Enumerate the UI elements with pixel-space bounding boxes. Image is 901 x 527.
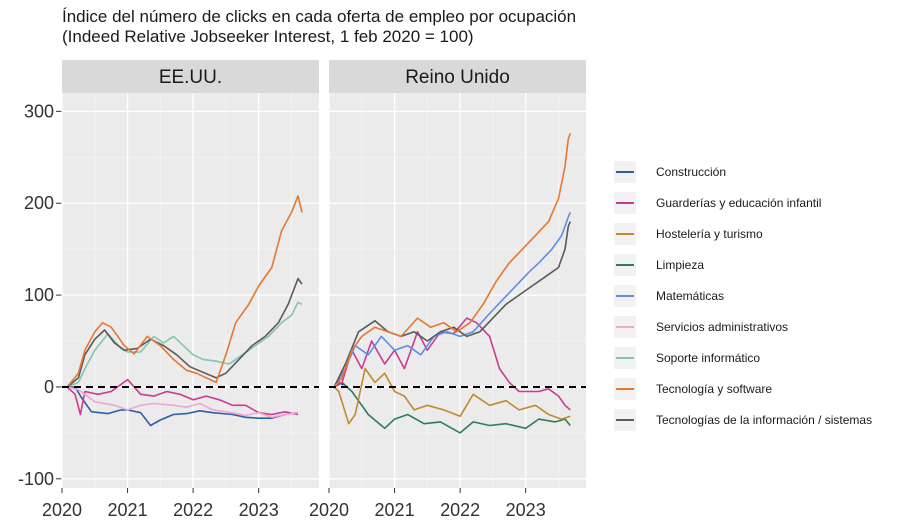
x-tick-label: 2022 — [440, 500, 480, 520]
facet-panel: EE.UU. 2020 2021 2022 2023 — [42, 60, 319, 520]
x-tick-label: 2021 — [108, 500, 148, 520]
legend: Construcción Guarderías y educación infan… — [614, 161, 872, 431]
series-line — [66, 301, 303, 388]
x-tick-label: 2020 — [309, 500, 349, 520]
y-tick-label: 0 — [44, 377, 54, 397]
facet-strip — [62, 60, 319, 93]
legend-item: Limpieza — [614, 254, 704, 276]
legend-item: Tecnologías de la información / sistemas — [614, 409, 872, 431]
facets: EE.UU. 2020 2021 2022 2023 Reino Unido 2020 202… — [42, 60, 586, 520]
x-tick-label: 2022 — [173, 500, 213, 520]
x-tick-label: 2020 — [42, 500, 82, 520]
legend-item: Guarderías y educación infantil — [614, 192, 821, 214]
legend-item: Servicios administrativos — [614, 316, 788, 338]
legend-label: Construcción — [656, 165, 726, 179]
legend-item: Hostelería y turismo — [614, 223, 763, 245]
series-line — [333, 212, 572, 388]
facet-strip — [329, 60, 586, 93]
series-line — [66, 195, 303, 388]
legend-label: Guarderías y educación infantil — [656, 196, 821, 210]
legend-label: Tecnología y software — [656, 382, 772, 396]
series-line — [333, 381, 571, 434]
chart-subtitle: (Indeed Relative Jobseeker Interest, 1 f… — [62, 27, 474, 46]
legend-label: Tecnologías de la información / sistemas — [656, 413, 872, 427]
legend-label: Limpieza — [656, 258, 704, 272]
x-tick-label: 2021 — [375, 500, 415, 520]
y-tick-label: 100 — [24, 285, 54, 305]
series-line — [333, 221, 572, 388]
legend-item: Construcción — [614, 161, 726, 183]
y-tick-label: -100 — [18, 469, 54, 489]
legend-item: Matemáticas — [614, 285, 724, 307]
panel-background — [62, 93, 319, 488]
series-line — [66, 277, 303, 388]
y-axis: -100 0 100 200 300 — [18, 101, 62, 489]
series-line — [333, 317, 571, 411]
legend-label: Servicios administrativos — [656, 320, 788, 334]
series-line — [66, 378, 299, 416]
series-line — [333, 133, 572, 388]
facet-strip-label: EE.UU. — [159, 67, 222, 88]
legend-label: Soporte informático — [656, 351, 760, 365]
chart-title: Índice del número de clicks en cada ofer… — [62, 7, 576, 47]
x-tick-label: 2023 — [506, 500, 546, 520]
series-line — [67, 386, 299, 427]
legend-item: Tecnología y software — [614, 378, 772, 400]
facet-strip-label: Reino Unido — [405, 67, 510, 88]
y-tick-label: 300 — [24, 101, 54, 121]
legend-label: Hostelería y turismo — [656, 227, 763, 241]
y-tick-label: 200 — [24, 193, 54, 213]
series-line — [67, 386, 299, 419]
facet-panel: Reino Unido 2020 2021 2022 2023 — [309, 60, 586, 520]
legend-label: Matemáticas — [656, 289, 724, 303]
x-tick-label: 2023 — [239, 500, 279, 520]
panel-background — [329, 93, 586, 488]
series-line — [333, 367, 571, 425]
legend-item: Soporte informático — [614, 347, 760, 369]
chart-title-line1: Índice del número de clicks en cada ofer… — [62, 7, 577, 26]
